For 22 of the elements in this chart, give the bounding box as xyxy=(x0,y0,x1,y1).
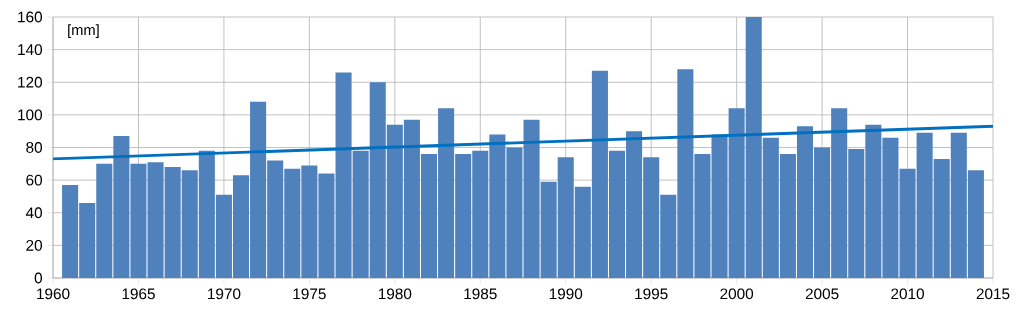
y-tick-label: 80 xyxy=(26,142,43,153)
y-tick-label: 140 xyxy=(18,44,43,56)
y-tick-label: 0 xyxy=(34,272,43,284)
y-tick-label: 60 xyxy=(26,174,43,186)
x-tick-label: 1965 xyxy=(122,288,155,300)
annotation: [mm] xyxy=(68,24,99,38)
x-tick-label: 2005 xyxy=(805,288,839,300)
x-tick-label: 2000 xyxy=(720,288,754,300)
x-tick-label: 1975 xyxy=(293,288,326,300)
y-tick-label: 120 xyxy=(18,76,43,88)
x-tick-label: 1995 xyxy=(635,288,668,300)
x-tick-label: 2010 xyxy=(891,288,924,300)
x-tick-label: 2015 xyxy=(976,288,1010,300)
y-tick-label: 160 xyxy=(18,11,43,23)
x-tick-label: 1980 xyxy=(378,288,412,300)
y-tick-label: 40 xyxy=(25,207,43,219)
x-tick-label: 1985 xyxy=(464,288,497,300)
y-tick-label: 100 xyxy=(18,109,43,121)
y-tick-label: 20 xyxy=(26,239,43,251)
x-tick-label: 1960 xyxy=(37,288,70,300)
x-tick-label: 1990 xyxy=(549,288,583,300)
x-tick-label: 1970 xyxy=(208,288,241,300)
